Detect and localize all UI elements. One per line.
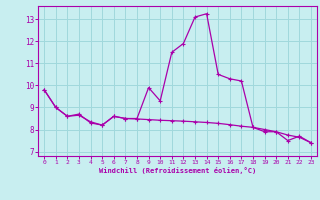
X-axis label: Windchill (Refroidissement éolien,°C): Windchill (Refroidissement éolien,°C) (99, 167, 256, 174)
